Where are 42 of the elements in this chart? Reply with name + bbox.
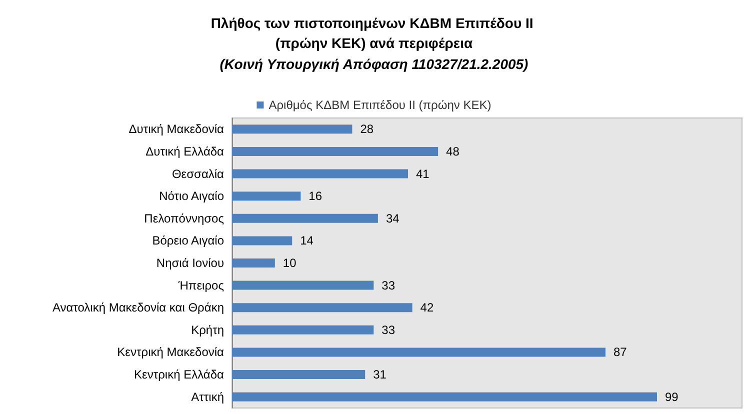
data-label: 48	[446, 144, 460, 158]
bar	[232, 192, 301, 201]
data-label: 33	[382, 322, 396, 337]
y-tick-label: Πελοπόννησος	[144, 211, 224, 226]
data-label: 99	[665, 390, 679, 404]
y-tick-label: Νότιο Αιγαίο	[159, 189, 224, 204]
bar	[232, 370, 366, 380]
y-tick-label: Δυτική Ελλάδα	[146, 144, 224, 158]
y-tick-label: Αττική	[191, 390, 224, 404]
legend-label: Αριθμός ΚΔΒΜ Επιπέδου ΙΙ (πρώην ΚΕΚ)	[268, 98, 492, 112]
y-tick-label: Ήπειρος	[177, 278, 224, 292]
data-label: 10	[282, 256, 297, 270]
data-label: 14	[300, 234, 314, 248]
bar	[232, 169, 408, 178]
data-label: 31	[373, 368, 387, 382]
chart-subtitle: (Κοινή Υπουργική Απόφαση 110327/21.2.2005)	[220, 56, 529, 72]
bar	[232, 348, 606, 357]
data-label: 33	[382, 278, 396, 292]
y-tick-label: Κρήτη	[191, 322, 224, 337]
bar	[232, 146, 438, 156]
data-label: 42	[420, 300, 434, 315]
y-tick-label: Νησιά Ιονίου	[156, 256, 224, 270]
bar	[232, 124, 352, 134]
bar	[232, 325, 374, 334]
bar	[232, 214, 378, 223]
data-label: 41	[416, 166, 430, 181]
y-tick-label: Κεντρική Ελλάδα	[134, 368, 224, 382]
y-tick-label: Θεσσαλία	[172, 166, 224, 181]
data-label: 34	[386, 211, 400, 226]
data-label: 87	[613, 345, 628, 360]
y-tick-label: Κεντρική Μακεδονία	[117, 345, 224, 360]
bar	[232, 303, 412, 312]
bar	[232, 236, 292, 246]
y-tick-label: Βόρειο Αιγαίο	[152, 234, 224, 248]
data-label: 16	[308, 189, 322, 204]
bar	[232, 392, 657, 402]
y-tick-label: Δυτική Μακεδονία	[128, 122, 224, 136]
data-label: 28	[360, 122, 374, 136]
y-tick-label: Ανατολική Μακεδονία και Θράκη	[52, 300, 224, 315]
bar	[232, 258, 275, 268]
chart-title: Πλήθος των πιστοποιημένων ΚΔΒΜ Επιπέδου ΙΙ (πρώην ΚΕΚ) ανά περιφέρεια	[210, 15, 538, 51]
bar	[232, 280, 374, 290]
